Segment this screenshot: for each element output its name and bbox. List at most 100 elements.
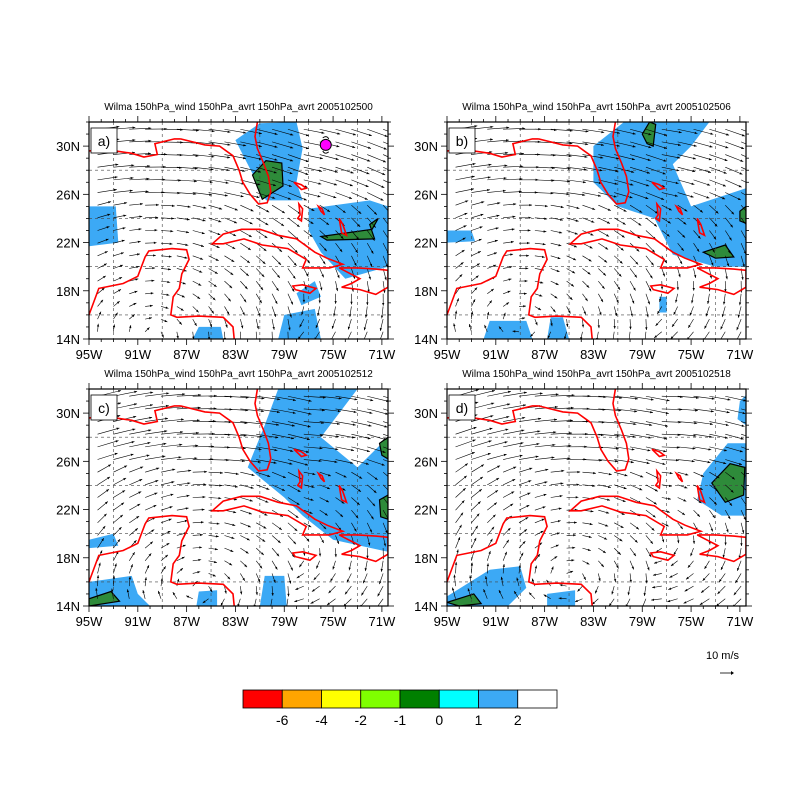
colorbar-swatch xyxy=(517,689,558,709)
wind-vector-head xyxy=(287,593,290,597)
wind-vector xyxy=(630,395,654,401)
wind-vector-head xyxy=(550,323,553,327)
wind-vector-head xyxy=(725,423,729,426)
wind-vector-head xyxy=(336,541,339,545)
wind-vector xyxy=(382,179,388,183)
wind-vector-head xyxy=(361,592,364,596)
wind-vector-head xyxy=(140,202,143,206)
wind-vector-head xyxy=(182,393,186,396)
wind-vector-head xyxy=(619,396,623,399)
wind-vector-head xyxy=(535,322,538,326)
wind-vector xyxy=(272,433,295,439)
wind-vector-head xyxy=(325,235,328,238)
wind-vector-head xyxy=(296,575,300,579)
wind-vector-head xyxy=(209,193,212,196)
wind-vector-head xyxy=(201,231,205,235)
wind-vector-head xyxy=(112,575,116,579)
wind-vector-head xyxy=(643,593,646,596)
wind-vector-head xyxy=(181,556,185,560)
wind-vector xyxy=(645,433,668,440)
wind-vector xyxy=(129,454,150,460)
wind-vector xyxy=(303,166,323,172)
wind-vector xyxy=(113,428,136,435)
wind-vector-head xyxy=(335,157,339,160)
wind-vector-head xyxy=(104,251,108,254)
lat-tick-label: 30N xyxy=(414,406,438,421)
wind-vector-head xyxy=(113,188,117,192)
wind-vector-head xyxy=(696,248,700,252)
wind-vector xyxy=(145,443,167,448)
wind-vector-head xyxy=(258,313,261,317)
wind-vector-head xyxy=(276,553,280,557)
wind-vector-head xyxy=(366,171,370,175)
wind-vector-head xyxy=(529,592,532,596)
wind-vector-head xyxy=(552,309,556,313)
wind-vector xyxy=(319,192,337,199)
wind-vector-head xyxy=(379,340,381,343)
wind-vector-head xyxy=(698,500,702,504)
wind-vector xyxy=(303,179,322,185)
wind-vector-head xyxy=(720,567,724,571)
wind-vector-head xyxy=(621,512,625,515)
wind-vector-head xyxy=(554,405,558,409)
wind-vector-head xyxy=(119,277,123,280)
lon-tick-label: 87W xyxy=(531,614,558,629)
wind-vector xyxy=(367,433,387,441)
wind-vector-head xyxy=(249,499,253,502)
wind-vector-head xyxy=(319,169,323,172)
wind-vector-head xyxy=(200,257,204,260)
wind-vector-head xyxy=(531,578,535,582)
wind-vector-head xyxy=(665,411,669,415)
wind-vector-head xyxy=(571,394,575,397)
wind-vector-head xyxy=(260,287,264,291)
wind-vector-head xyxy=(692,447,696,450)
wind-vector-head xyxy=(615,447,619,450)
wind-vector-head xyxy=(740,437,744,440)
wind-vector-head xyxy=(558,507,562,510)
wind-vector xyxy=(97,176,118,181)
vorticity-contour-strong xyxy=(319,217,379,241)
wind-vector-head xyxy=(740,159,744,162)
wind-vector xyxy=(487,403,511,410)
wind-vector-head xyxy=(599,312,602,316)
wind-vector xyxy=(693,154,712,161)
wind-vector xyxy=(208,179,229,184)
wind-vector-head xyxy=(245,273,249,277)
wind-vector-head xyxy=(616,144,620,147)
wind-vector-head xyxy=(645,327,648,331)
coastline-island xyxy=(696,217,706,237)
wind-vector-head xyxy=(522,416,526,420)
wind-vector-head xyxy=(169,242,173,246)
wind-vector-head xyxy=(715,210,719,214)
wind-vector-head xyxy=(367,159,371,162)
wind-vector-head xyxy=(683,499,687,502)
wind-vector-head xyxy=(663,449,667,453)
wind-vector-head xyxy=(700,474,704,477)
wind-vector-head xyxy=(171,204,175,207)
wind-vector-head xyxy=(225,324,228,328)
map-content xyxy=(447,122,746,339)
coastline xyxy=(180,122,272,205)
wind-vector-head xyxy=(364,314,368,318)
wind-vector xyxy=(503,454,523,460)
wind-vector xyxy=(487,165,508,168)
wind-vector-head xyxy=(137,503,141,507)
wind-vector-head xyxy=(519,454,523,457)
wind-vector-head xyxy=(214,547,218,551)
wind-vector-head xyxy=(366,555,369,559)
wind-vector-head xyxy=(712,515,716,519)
wind-vector xyxy=(582,141,605,146)
wind-vector-head xyxy=(250,486,254,489)
wind-vector-head xyxy=(662,462,666,465)
wind-vector xyxy=(319,179,338,186)
wind-vector-head xyxy=(377,593,380,597)
wind-vector-head xyxy=(453,574,456,578)
wind-vector xyxy=(240,446,262,450)
wind-vector-head xyxy=(153,241,157,245)
wind-vector xyxy=(287,459,309,466)
wind-vector-head xyxy=(380,315,384,319)
wind-vector xyxy=(693,166,712,173)
wind-vector-head xyxy=(568,154,572,158)
wind-vector-head xyxy=(454,310,458,314)
wind-vector xyxy=(725,154,744,162)
